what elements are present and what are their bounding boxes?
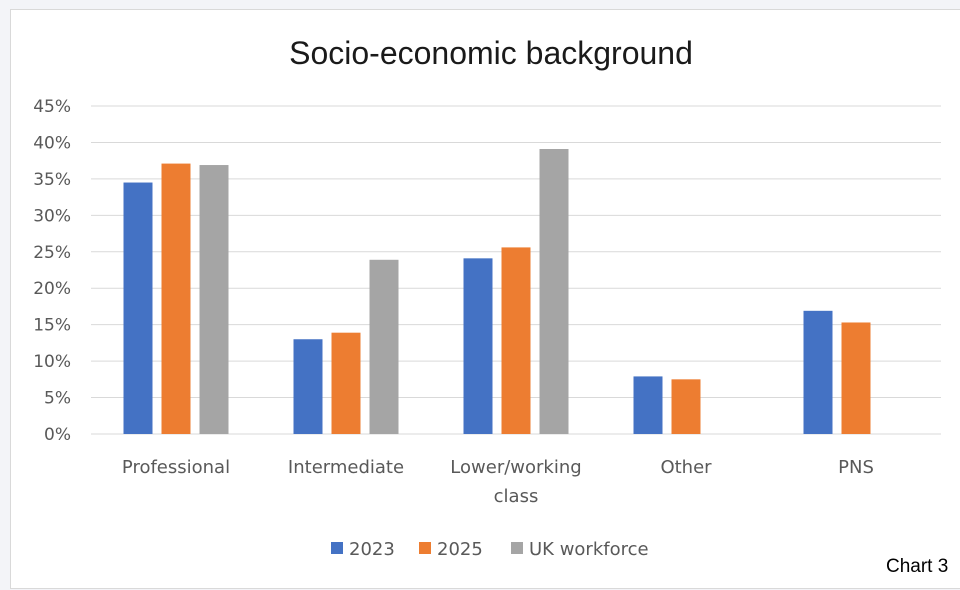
legend-label: UK workforce (529, 539, 649, 560)
x-tick-label: Professional (122, 457, 230, 478)
bar-2025 (331, 332, 361, 434)
bar-2025 (841, 322, 871, 434)
y-tick-label: 5% (44, 389, 71, 409)
bar-uk-workforce (539, 149, 569, 434)
x-axis-ticks: Professional Intermediate Lower/working cla… (122, 457, 874, 507)
bars (123, 149, 871, 435)
y-tick-label: 35% (33, 170, 71, 190)
legend-swatch (331, 542, 343, 554)
bar-2023 (123, 182, 153, 434)
chart-title: Socio-economic background (289, 35, 693, 71)
x-tick-label: PNS (838, 457, 874, 478)
y-tick-label: 40% (33, 133, 71, 153)
legend-swatch (419, 542, 431, 554)
bar-chart: Socio-economic background 0% 5% 10% 15% 20% 2… (33, 35, 941, 560)
legend: 2023 2025 UK workforce (331, 539, 649, 560)
bar-2023 (293, 339, 323, 434)
bar-2025 (671, 379, 701, 434)
bar-2025 (501, 247, 531, 434)
x-tick-label: Intermediate (288, 457, 404, 478)
bar-2025 (161, 163, 191, 435)
y-tick-label: 10% (33, 352, 71, 372)
y-axis-ticks: 0% 5% 10% 15% 20% 25% 30% 35% 40% 45% (33, 97, 71, 445)
chart-caption: Chart 3 (886, 556, 949, 577)
legend-label: 2023 (349, 539, 395, 560)
legend-swatch (511, 542, 523, 554)
bar-2023 (633, 376, 663, 434)
x-tick-label: Lower/working (450, 457, 581, 478)
legend-label: 2025 (437, 539, 483, 560)
y-tick-label: 25% (33, 243, 71, 263)
bar-uk-workforce (369, 259, 399, 434)
bar-2023 (803, 310, 833, 434)
y-tick-label: 30% (33, 206, 71, 226)
bar-2023 (463, 258, 493, 434)
y-tick-label: 15% (33, 316, 71, 336)
x-tick-label: class (494, 486, 539, 507)
y-tick-label: 45% (33, 97, 71, 117)
bar-uk-workforce (199, 165, 229, 435)
y-tick-label: 20% (33, 279, 71, 299)
x-tick-label: Other (660, 457, 712, 478)
chart-frame: Socio-economic background 0% 5% 10% 15% 20% 2… (10, 9, 960, 589)
y-tick-label: 0% (44, 425, 71, 445)
